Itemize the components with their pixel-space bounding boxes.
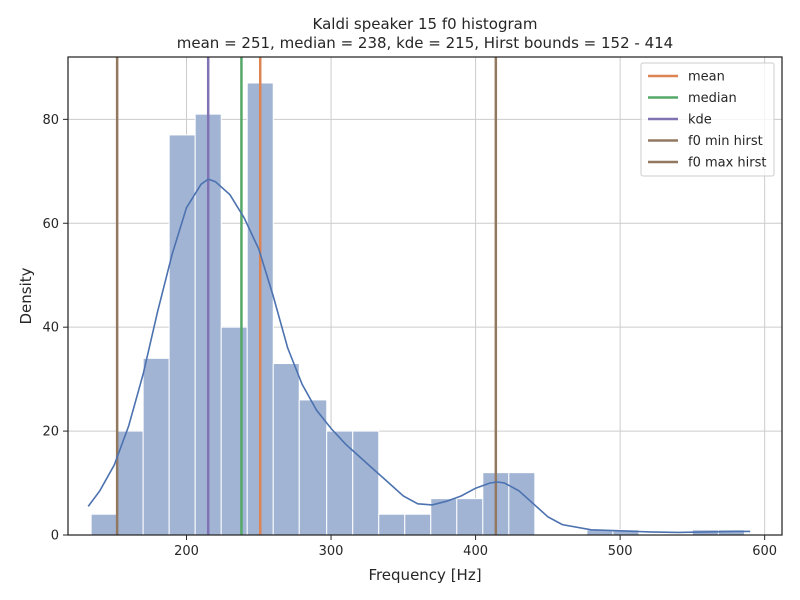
histogram-bar [404,513,432,536]
y-tick-label: 60 [42,217,59,232]
histogram-bar [508,472,536,536]
histogram-bar [90,513,118,536]
kde-curve [87,178,751,534]
x-tick-label: 400 [463,544,488,559]
axis-ticks: 200 300 400 500 600 0 20 40 60 80 [42,113,777,559]
y-tick-label: 20 [42,425,59,440]
histogram-bar [298,399,328,536]
x-tick-label: 500 [608,544,633,559]
x-tick-label: 300 [319,544,344,559]
histogram-bar [326,430,354,536]
legend-label: mean [688,70,725,85]
legend: mean median kde f0 min hirst f0 max hirst [640,62,775,177]
histogram-bar [142,357,170,536]
reference-lines [115,57,498,535]
x-tick-label: 600 [752,544,777,559]
legend-box [640,62,775,177]
legend-label: f0 min hirst [688,134,763,149]
histogram-bar [272,363,300,536]
x-tick-label: 200 [174,544,199,559]
legend-label: kde [688,113,712,128]
chart-subtitle: mean = 251, median = 238, kde = 215, Hir… [177,34,673,52]
chart-title: Kaldi speaker 15 f0 histogram [313,15,538,33]
histogram-bar [352,430,380,536]
legend-label: f0 max hirst [688,156,767,171]
x-axis-label: Frequency [Hz] [368,566,481,584]
histogram-bar [220,326,248,536]
histogram-bar [456,498,484,536]
y-tick-label: 40 [42,321,59,336]
legend-label: median [688,91,737,106]
axes-frame [67,56,783,536]
y-tick-label: 0 [51,529,59,544]
y-tick-label: 80 [42,113,59,128]
histogram-bar [378,513,406,536]
y-axis-label: Density [17,267,35,324]
histogram-bar [168,134,196,536]
